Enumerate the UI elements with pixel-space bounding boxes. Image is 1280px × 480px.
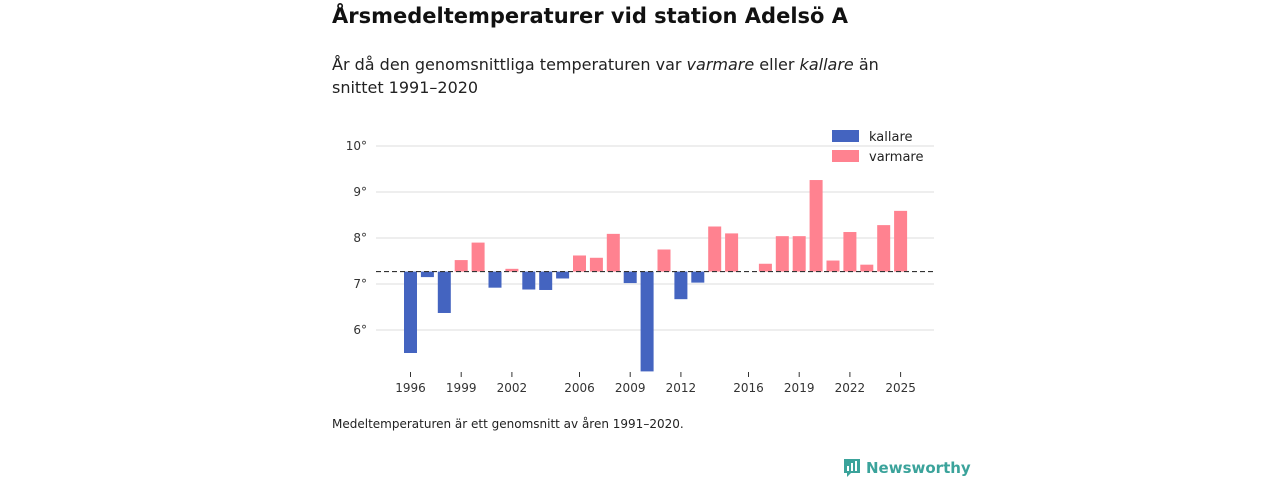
- bar-2001[interactable]: [488, 271, 502, 288]
- x-tick-label: 1996: [395, 381, 426, 395]
- x-tick-label: 2006: [564, 381, 595, 395]
- subtitle-mid: eller: [754, 55, 800, 74]
- x-tick-label: 2002: [497, 381, 528, 395]
- bar-2023[interactable]: [860, 264, 874, 272]
- subtitle-warm: varmare: [686, 55, 755, 74]
- legend-label-varmare: varmare: [869, 150, 923, 165]
- bar-2010[interactable]: [640, 271, 654, 372]
- grid-lines: [376, 145, 934, 331]
- bars: [404, 180, 908, 372]
- legend-swatch-varmare: [832, 150, 859, 162]
- footnote: Medeltemperaturen är ett genomsnitt av å…: [332, 417, 684, 431]
- subtitle-cold: kallare: [799, 55, 854, 74]
- x-axis-ticks: 1996 1999 2002 2006 2009 2012 2016 2019 2022 2025: [395, 372, 916, 395]
- bar-2024[interactable]: [877, 225, 891, 272]
- y-tick-label: 10°: [346, 139, 367, 153]
- legend-label-kallare: kallare: [869, 130, 913, 145]
- newsworthy-logo-icon: [844, 459, 860, 477]
- bar-2005[interactable]: [556, 271, 570, 279]
- bar-2018[interactable]: [775, 236, 789, 272]
- x-tick-label: 2009: [615, 381, 646, 395]
- bar-1998[interactable]: [437, 271, 451, 313]
- chart-subtitle: År då den genomsnittliga temperaturen va…: [332, 53, 932, 99]
- bar-2022[interactable]: [843, 232, 857, 272]
- bar-1999[interactable]: [454, 260, 468, 272]
- subtitle-start: År då den genomsnittliga temperaturen va…: [332, 55, 687, 74]
- y-tick-label: 6°: [353, 323, 367, 337]
- x-tick-label: 2019: [784, 381, 815, 395]
- bar-2021[interactable]: [826, 260, 840, 272]
- bar-2020[interactable]: [809, 180, 823, 272]
- x-tick-label: 1999: [446, 381, 477, 395]
- chart-title: Årsmedeltemperaturer vid station Adelsö …: [332, 4, 849, 28]
- x-tick-label: 2025: [885, 381, 916, 395]
- bar-2014[interactable]: [708, 226, 722, 272]
- bar-1997[interactable]: [420, 271, 434, 278]
- legend: kallare varmare: [832, 130, 923, 165]
- y-tick-label: 7°: [353, 277, 367, 291]
- x-tick-label: 2022: [835, 381, 866, 395]
- bar-2008[interactable]: [606, 233, 620, 272]
- y-tick-label: 8°: [353, 231, 367, 245]
- bar-2000[interactable]: [471, 242, 485, 272]
- bar-2007[interactable]: [589, 257, 603, 272]
- bar-2009[interactable]: [623, 271, 637, 284]
- y-tick-label: 9°: [353, 185, 367, 199]
- bar-2003[interactable]: [522, 271, 536, 290]
- bar-2011[interactable]: [657, 249, 671, 272]
- x-tick-label: 2012: [666, 381, 697, 395]
- subtitle-end: än snittet 1991–2020: [332, 55, 879, 97]
- temperature-bar-chart: 6° 7° 8° 9° 10° 1996 1999 2002 2006 2009 2012 2016…: [346, 130, 934, 395]
- x-tick-label: 2016: [733, 381, 764, 395]
- brand-logo[interactable]: Newsworthy: [843, 458, 971, 478]
- bar-2002[interactable]: [505, 268, 519, 272]
- bar-2019[interactable]: [792, 236, 806, 272]
- bar-1996[interactable]: [404, 271, 417, 353]
- bar-2025[interactable]: [894, 210, 908, 272]
- bar-2013[interactable]: [691, 271, 705, 283]
- bar-2017[interactable]: [758, 263, 772, 272]
- bar-2015[interactable]: [725, 233, 739, 272]
- bar-2006[interactable]: [573, 255, 586, 272]
- y-axis-ticks: 6° 7° 8° 9° 10°: [346, 139, 367, 337]
- bar-2012[interactable]: [674, 271, 688, 300]
- brand-name: Newsworthy: [866, 459, 971, 477]
- bar-2004[interactable]: [539, 271, 553, 290]
- legend-swatch-kallare: [832, 130, 859, 142]
